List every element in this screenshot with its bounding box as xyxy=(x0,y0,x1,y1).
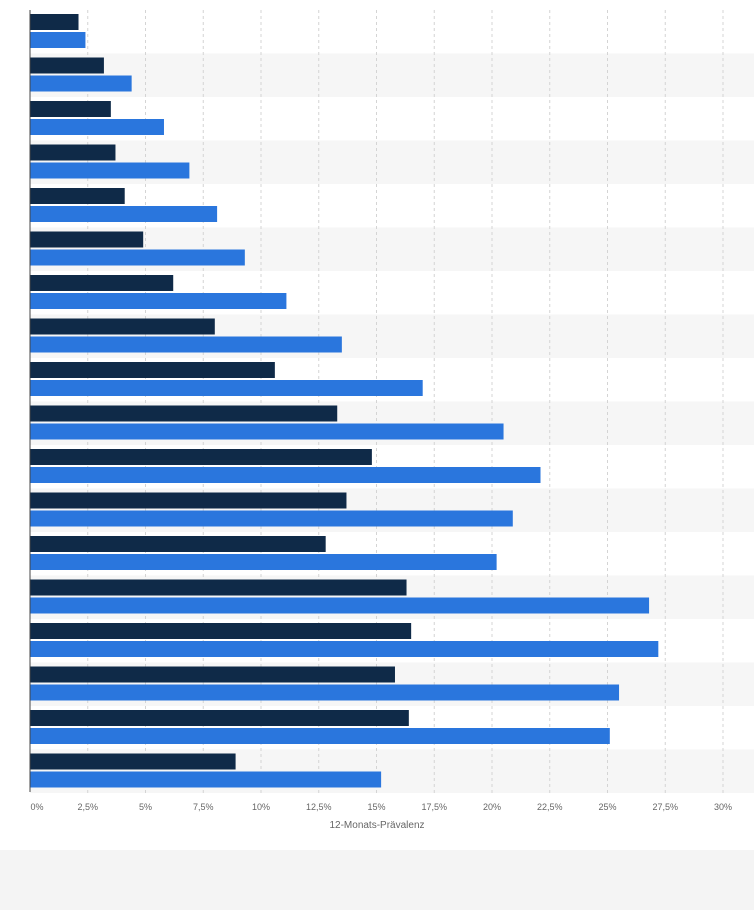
bar-series-1 xyxy=(30,666,395,683)
bar-series-1 xyxy=(30,188,125,204)
x-tick-label: 7,5% xyxy=(193,802,214,812)
bar-series-1 xyxy=(30,14,79,30)
x-tick-label: 15% xyxy=(367,802,385,812)
row-band xyxy=(30,53,754,97)
x-tick-label: 22,5% xyxy=(537,802,563,812)
bar-series-1 xyxy=(30,623,412,639)
bar-series-1 xyxy=(30,144,116,161)
row-band xyxy=(30,10,754,54)
bars xyxy=(30,14,659,788)
bar-series-1 xyxy=(30,536,326,552)
bar-series-1 xyxy=(30,362,275,378)
bar-series-2 xyxy=(30,771,382,788)
x-tick-label: 5% xyxy=(139,802,152,812)
bar-series-2 xyxy=(30,684,620,701)
bar-series-1 xyxy=(30,275,174,291)
bar-series-2 xyxy=(30,423,504,440)
x-tick-label: 12,5% xyxy=(306,802,332,812)
x-tick-label: 27,5% xyxy=(652,802,678,812)
bar-series-2 xyxy=(30,75,132,92)
footer-band xyxy=(0,850,754,910)
bar-series-2 xyxy=(30,336,342,353)
bar-series-1 xyxy=(30,579,407,596)
x-tick-label: 25% xyxy=(598,802,616,812)
grid-lines xyxy=(87,10,724,793)
x-tick-label: 10% xyxy=(252,802,270,812)
bar-series-1 xyxy=(30,101,111,117)
x-axis-label: 12-Monats-Prävalenz xyxy=(329,820,424,831)
bar-series-1 xyxy=(30,318,215,335)
bar-series-2 xyxy=(30,597,650,614)
x-tick-label: 17,5% xyxy=(421,802,447,812)
x-tick-label: 0% xyxy=(30,802,43,812)
x-tick-label: 2,5% xyxy=(77,802,98,812)
bar-series-2 xyxy=(30,641,659,657)
bar-series-2 xyxy=(30,380,423,396)
bar-series-1 xyxy=(30,492,347,509)
bar-series-1 xyxy=(30,753,236,770)
x-tick-label: 30% xyxy=(714,802,732,812)
bar-series-2 xyxy=(30,467,541,483)
bar-series-1 xyxy=(30,449,372,465)
bar-series-2 xyxy=(30,510,513,527)
bar-series-1 xyxy=(30,405,338,422)
x-tick-label: 20% xyxy=(483,802,501,812)
bar-series-2 xyxy=(30,162,190,179)
bar-series-2 xyxy=(30,249,245,266)
bar-series-1 xyxy=(30,57,104,74)
bar-series-1 xyxy=(30,231,144,248)
bar-series-2 xyxy=(30,206,218,222)
bar-series-1 xyxy=(30,710,409,726)
bar-series-2 xyxy=(30,293,287,309)
bar-series-2 xyxy=(30,119,164,135)
bar-series-2 xyxy=(30,554,497,570)
x-tick-labels: 0% 2,5% 5% 7,5% 10% 12,5% 15% 17,5% 20% 22,5% 25% 2… xyxy=(30,802,732,812)
bar-chart: 0% 2,5% 5% 7,5% 10% 12,5% 15% 17,5% 20% 22,5% 25% 2… xyxy=(29,10,754,831)
bar-series-2 xyxy=(30,32,86,48)
bar-series-2 xyxy=(30,728,610,744)
